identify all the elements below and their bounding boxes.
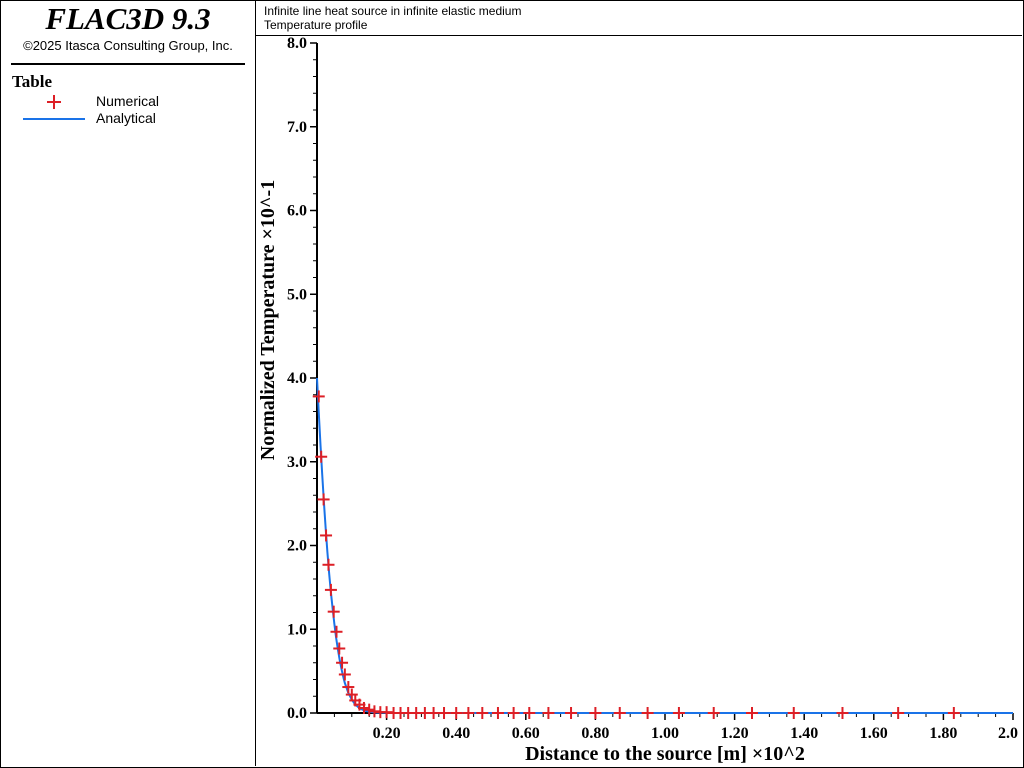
- numerical-data-point: [892, 707, 905, 719]
- numerical-data-point: [746, 707, 758, 719]
- x-axis-title: Distance to the source [m] ×10^2: [525, 743, 805, 765]
- numerical-data-point: [333, 642, 346, 655]
- analytical-series-line: [316, 377, 1013, 714]
- numerical-data-point: [707, 707, 720, 719]
- plot-title: Infinite line heat source in infinite el…: [264, 4, 522, 18]
- numerical-data-point: [312, 390, 325, 403]
- y-tick-label: 6.0: [287, 203, 307, 220]
- numerical-data-point: [315, 450, 328, 463]
- numerical-data-point: [589, 707, 602, 719]
- x-tick-label: 1.60: [860, 725, 888, 742]
- numerical-data-point: [836, 707, 849, 719]
- numerical-data-point: [320, 529, 333, 542]
- x-tick-label: 1.80: [929, 725, 957, 742]
- chart-area: 0.0 1.0 2.0 3.0 4.0 5.0 6.0 7.0 8.0 0.20 0.40 0.60 0…: [257, 37, 1018, 765]
- y-tick-label: 7.0: [287, 119, 307, 136]
- x-tick-label: 0.20: [373, 725, 401, 742]
- x-tick-label: 2.0: [998, 725, 1018, 742]
- numerical-data-point: [363, 703, 376, 716]
- numerical-data-point: [317, 493, 330, 506]
- numerical-data-point: [672, 707, 685, 719]
- y-axis-title: Normalized Temperature ×10^-1: [257, 180, 279, 460]
- line-marker-icon: [23, 118, 85, 120]
- x-tick-label: 1.40: [790, 725, 818, 742]
- x-tick-label: 0.40: [442, 725, 470, 742]
- numerical-data-point: [338, 668, 351, 681]
- numerical-data-point: [342, 681, 355, 694]
- numerical-data-point: [491, 707, 504, 719]
- numerical-data-point: [427, 707, 440, 719]
- legend-item-numerical-label: Numerical: [96, 93, 160, 109]
- plus-marker-icon: [47, 95, 61, 109]
- legend-heading: Table: [12, 72, 53, 91]
- numerical-data-point: [947, 707, 960, 719]
- numerical-data-point: [787, 707, 800, 719]
- numerical-data-point: [565, 707, 578, 719]
- app-title: FLAC3D 9.3: [45, 1, 211, 36]
- series-layer: [312, 377, 1013, 719]
- numerical-data-point: [336, 656, 349, 669]
- legend-divider: [11, 63, 245, 65]
- copyright-text: ©2025 Itasca Consulting Group, Inc.: [23, 38, 233, 53]
- axes: 0.0 1.0 2.0 3.0 4.0 5.0 6.0 7.0 8.0 0.20 0.40 0.60 0…: [287, 37, 1018, 742]
- numerical-data-point: [324, 583, 337, 596]
- plot-subtitle: Temperature profile: [264, 18, 368, 32]
- numerical-data-point: [542, 707, 555, 719]
- y-tick-label: 2.0: [287, 538, 307, 555]
- x-tick-label: 1.00: [651, 725, 679, 742]
- y-tick-label: 0.0: [287, 705, 307, 722]
- numerical-data-point: [450, 707, 463, 719]
- y-tick-label: 8.0: [287, 37, 307, 52]
- y-tick-label: 3.0: [287, 454, 307, 471]
- numerical-data-point: [507, 707, 520, 719]
- y-tick-label: 4.0: [287, 370, 307, 387]
- numerical-data-point: [641, 707, 654, 719]
- numerical-data-point: [523, 707, 536, 719]
- numerical-data-point: [357, 701, 370, 714]
- numerical-data-point: [322, 558, 335, 571]
- numerical-data-point: [438, 707, 451, 719]
- y-tick-label: 5.0: [287, 286, 307, 303]
- numerical-data-point: [327, 605, 340, 618]
- numerical-data-point: [462, 707, 475, 719]
- y-tick-label: 1.0: [287, 621, 307, 638]
- numerical-data-point: [613, 707, 626, 719]
- x-tick-label: 0.80: [581, 725, 609, 742]
- numerical-data-point: [476, 707, 489, 719]
- x-tick-label: 1.20: [721, 725, 749, 742]
- legend-item-analytical-label: Analytical: [96, 110, 156, 126]
- x-tick-label: 0.60: [512, 725, 540, 742]
- legend-panel: FLAC3D 9.3 ©2025 Itasca Consulting Group…: [0, 0, 256, 766]
- numerical-data-point: [330, 625, 343, 638]
- plot-title-box: Infinite line heat source in infinite el…: [256, 0, 1022, 36]
